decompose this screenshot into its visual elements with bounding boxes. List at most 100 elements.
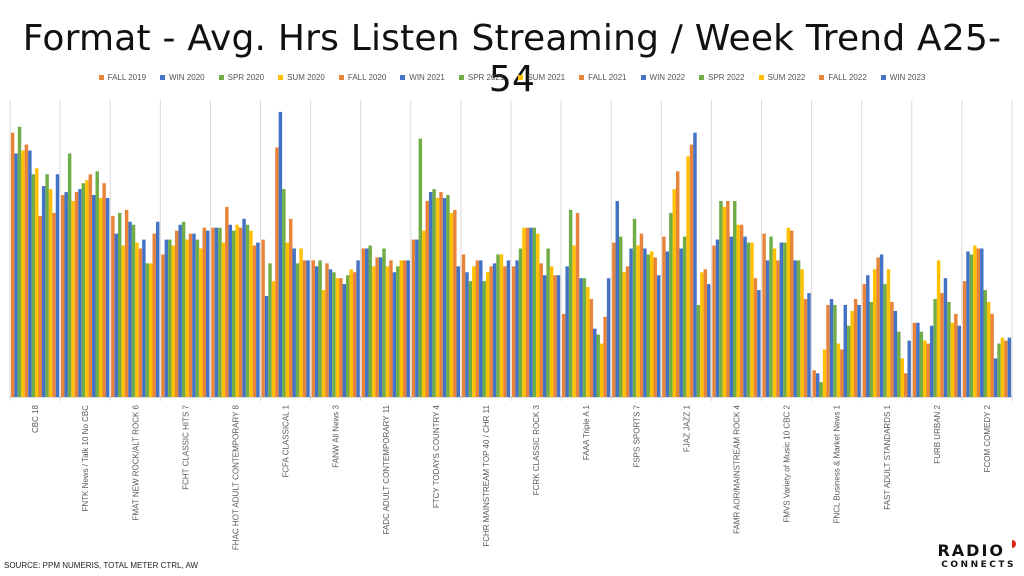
bar <box>515 260 519 397</box>
bar <box>10 132 15 398</box>
bar <box>85 180 89 397</box>
legend-swatch <box>160 75 166 80</box>
legend-swatch <box>579 75 585 80</box>
bar <box>973 245 977 397</box>
bar <box>249 230 253 397</box>
category-label: FCRK CLASSIC ROCK 3 <box>532 404 541 495</box>
bar <box>582 278 587 397</box>
bar <box>646 254 651 397</box>
bar <box>435 198 440 397</box>
bar <box>45 174 49 397</box>
bar <box>256 242 260 397</box>
bar <box>465 272 469 397</box>
bar <box>339 278 343 397</box>
bar <box>719 200 723 397</box>
brand-tagline: CONNECTS <box>941 560 1016 570</box>
bar <box>492 263 497 397</box>
bar <box>346 275 350 397</box>
bar <box>869 301 873 397</box>
bar <box>181 221 186 397</box>
bar <box>589 298 594 397</box>
bar <box>568 209 573 397</box>
bar <box>392 272 397 397</box>
bar <box>292 248 296 397</box>
category-label: FJAZ JAZZ 1 <box>682 404 691 452</box>
bar <box>161 254 165 397</box>
legend-swatch <box>98 75 104 80</box>
legend-label: WIN 2022 <box>649 73 686 82</box>
bar <box>35 168 39 397</box>
bar <box>672 189 676 397</box>
bar <box>235 224 239 397</box>
bar <box>943 278 948 397</box>
legend-label: WIN 2020 <box>169 73 205 82</box>
bar <box>71 200 75 397</box>
bar <box>271 281 276 397</box>
bar <box>529 227 533 397</box>
category-label: FNTK News / Talk 10 No CBC <box>81 405 90 512</box>
bar <box>1007 337 1012 397</box>
legend-item: FALL 2022 <box>819 73 867 82</box>
bar <box>575 212 580 397</box>
legend-swatch <box>218 75 224 80</box>
bar <box>736 224 740 397</box>
bar <box>149 263 153 397</box>
bar <box>238 227 243 397</box>
category-label: FCFA CLASSICAL 1 <box>282 404 291 477</box>
bar <box>121 245 125 397</box>
bar <box>325 263 329 397</box>
legend-item: WIN 2021 <box>400 73 445 82</box>
bar <box>479 260 483 397</box>
bar <box>171 245 175 397</box>
bar <box>289 218 293 397</box>
bar <box>1000 337 1005 397</box>
bar <box>418 138 423 398</box>
bar <box>779 242 784 397</box>
bar <box>299 248 303 397</box>
bar <box>456 266 460 397</box>
bar <box>862 284 867 397</box>
bar <box>923 340 927 397</box>
bar <box>793 260 797 397</box>
legend-item: FALL 2020 <box>338 73 386 82</box>
bar <box>446 195 450 397</box>
bar <box>853 298 858 397</box>
bar <box>819 382 823 397</box>
bar <box>92 195 96 397</box>
bar <box>612 242 616 397</box>
bar <box>385 266 390 397</box>
bar <box>936 260 941 397</box>
bar <box>983 290 987 397</box>
bar <box>302 260 307 397</box>
bar <box>275 147 279 397</box>
bar <box>399 260 403 397</box>
bar <box>900 358 904 397</box>
legend-label: FALL 2019 <box>107 73 147 82</box>
bar <box>703 269 708 397</box>
bar <box>546 248 550 397</box>
legend-label: WIN 2021 <box>409 73 445 82</box>
category-label: FAST ADULT STANDARDS 1 <box>883 404 892 509</box>
bar <box>662 236 666 397</box>
bar <box>74 192 79 397</box>
bar <box>503 266 507 397</box>
bar <box>933 298 937 397</box>
category-label: FMVS Variety of Music 10 CBC 2 <box>783 404 792 522</box>
bar <box>833 304 837 397</box>
bar <box>225 206 229 397</box>
bar <box>762 233 766 397</box>
bar <box>525 227 530 397</box>
category-label: FADC ADULT CONTEMPORARY 11 <box>382 404 391 534</box>
bar <box>102 183 106 397</box>
bar <box>629 248 633 397</box>
bar <box>916 322 920 397</box>
legend-label: SPR 2021 <box>467 73 505 82</box>
bar <box>195 239 200 397</box>
bar <box>722 206 727 397</box>
bar <box>733 200 737 397</box>
bar <box>929 325 934 397</box>
legend-item: SUM 2022 <box>758 73 805 82</box>
bar <box>593 328 597 397</box>
bar <box>686 156 690 397</box>
bar <box>603 316 607 397</box>
